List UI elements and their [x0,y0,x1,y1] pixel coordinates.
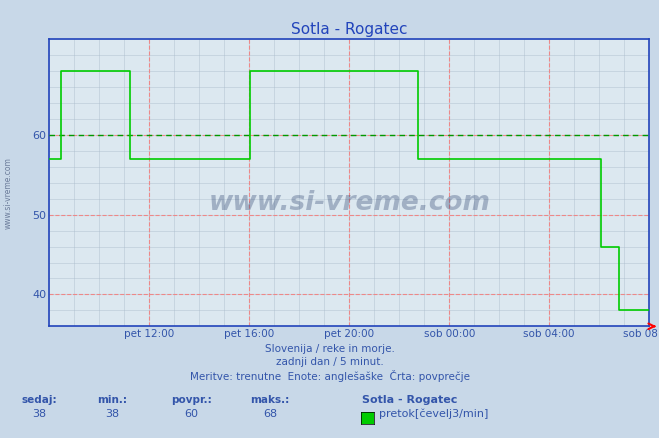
Title: Sotla - Rogatec: Sotla - Rogatec [291,22,407,37]
Text: povpr.:: povpr.: [171,395,212,405]
Text: 38: 38 [32,409,47,419]
Text: 60: 60 [184,409,198,419]
Text: Meritve: trenutne  Enote: anglešaške  Črta: povprečje: Meritve: trenutne Enote: anglešaške Črta… [190,370,469,382]
Text: 38: 38 [105,409,119,419]
Text: www.si-vreme.com: www.si-vreme.com [208,190,490,216]
Text: min.:: min.: [97,395,127,405]
Text: Slovenija / reke in morje.: Slovenija / reke in morje. [264,344,395,354]
Text: Sotla - Rogatec: Sotla - Rogatec [362,395,458,405]
Text: maks.:: maks.: [250,395,290,405]
Text: www.si-vreme.com: www.si-vreme.com [3,157,13,229]
Text: sedaj:: sedaj: [22,395,57,405]
Text: 68: 68 [263,409,277,419]
Text: zadnji dan / 5 minut.: zadnji dan / 5 minut. [275,357,384,367]
Text: pretok[čevelj3/min]: pretok[čevelj3/min] [379,409,488,419]
